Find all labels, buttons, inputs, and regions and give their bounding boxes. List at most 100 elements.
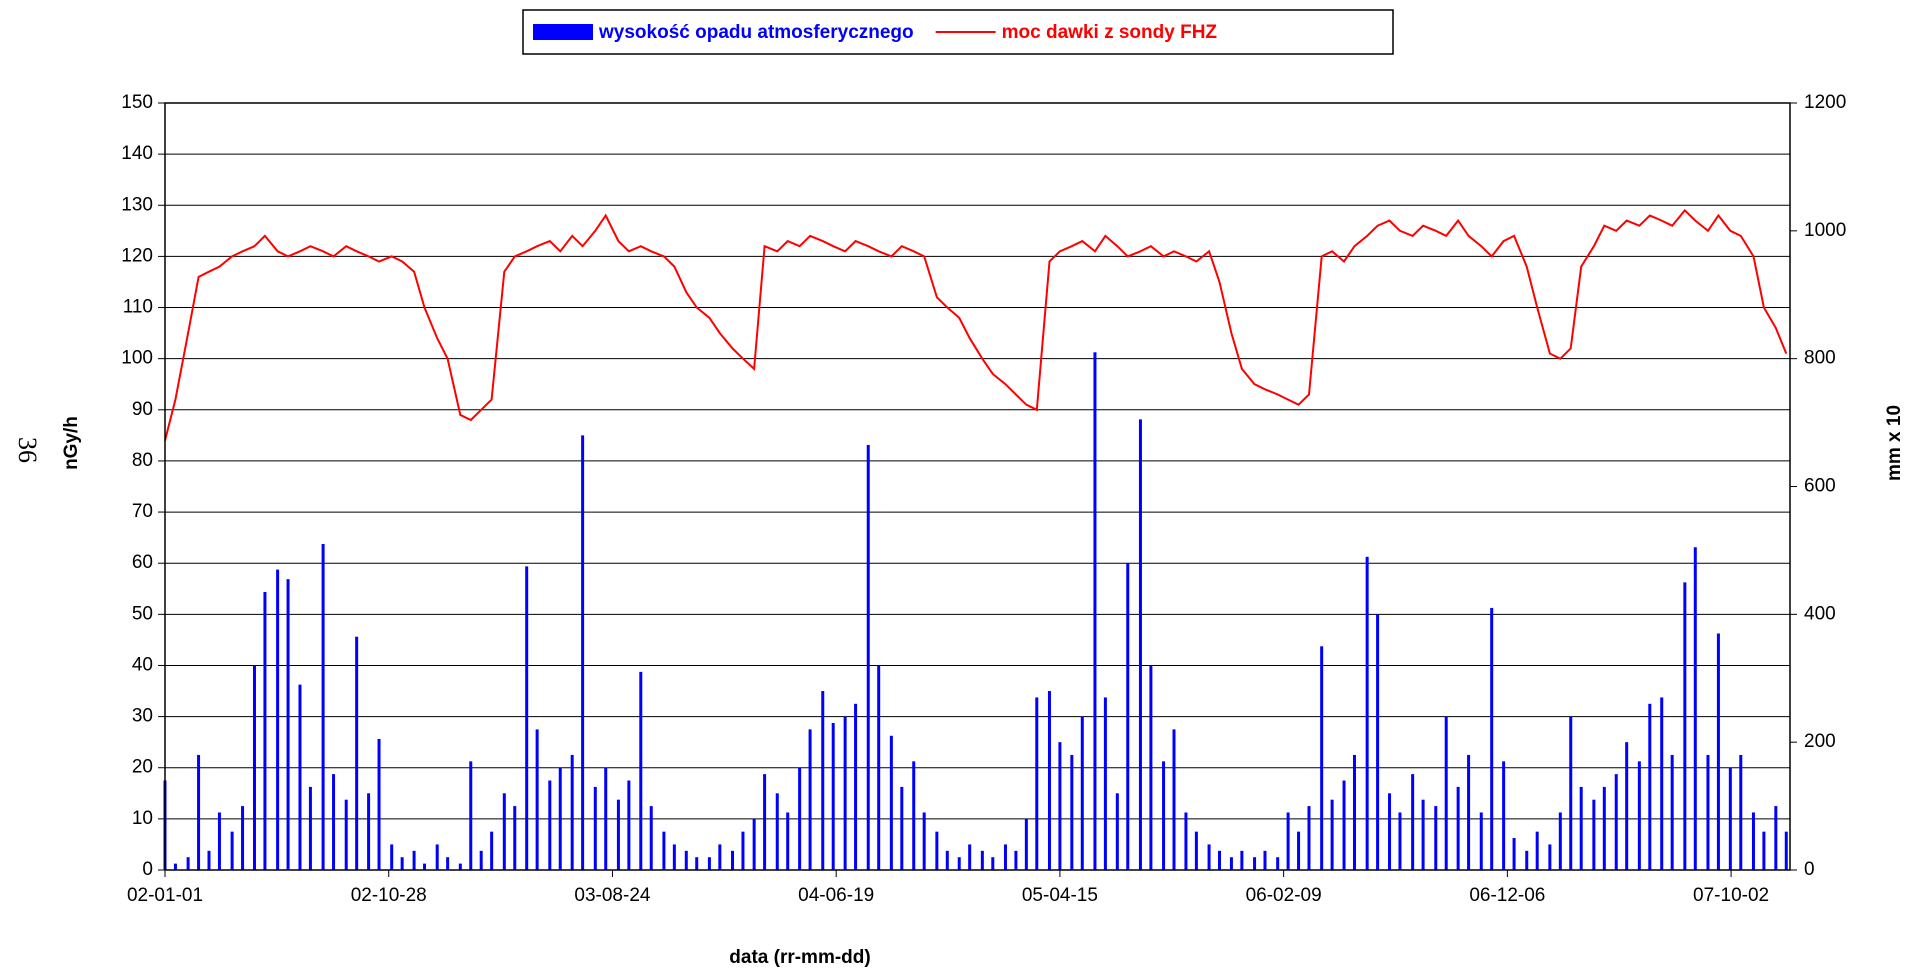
y2-tick-label: 400: [1804, 603, 1836, 624]
bar: [207, 850, 211, 870]
bar: [1138, 419, 1142, 870]
bar: [616, 799, 620, 870]
bar: [1683, 582, 1687, 870]
bar: [1103, 697, 1107, 870]
bar: [1297, 831, 1301, 870]
bar: [570, 754, 574, 870]
bar: [1149, 665, 1153, 870]
bar: [581, 435, 585, 870]
bar: [1240, 850, 1244, 870]
y2-tick-label: 200: [1804, 731, 1836, 752]
bar: [991, 857, 995, 870]
page-number: 36: [13, 437, 42, 463]
bar: [980, 850, 984, 870]
y2-tick-label: 0: [1804, 859, 1815, 880]
bar: [775, 793, 779, 870]
y2-tick-label: 800: [1804, 348, 1836, 369]
y-tick-label: 150: [121, 92, 153, 113]
bar: [377, 738, 381, 870]
bar: [1490, 607, 1494, 870]
bar: [763, 774, 767, 870]
x-tick-label: 07-10-02: [1693, 885, 1769, 906]
bar: [1263, 850, 1267, 870]
bar: [889, 735, 893, 870]
bar: [1162, 761, 1166, 870]
bar: [1342, 780, 1346, 870]
bar: [731, 850, 735, 870]
legend-label: moc dawki z sondy FHZ: [1002, 22, 1218, 43]
bar: [1229, 857, 1233, 870]
y2-tick-label: 1000: [1804, 220, 1846, 241]
bar: [821, 691, 825, 870]
bar: [469, 761, 473, 870]
bar: [604, 767, 608, 870]
bar: [1751, 812, 1755, 870]
bar: [355, 636, 359, 870]
y-tick-label: 90: [132, 399, 153, 420]
bar: [308, 786, 312, 870]
bar: [1115, 793, 1119, 870]
bar: [1172, 729, 1176, 870]
bar: [1467, 754, 1471, 870]
y-tick-label: 60: [132, 552, 153, 573]
bar: [1080, 716, 1084, 870]
bar: [1070, 754, 1074, 870]
bar: [900, 786, 904, 870]
bar: [1365, 556, 1369, 870]
bar: [390, 844, 394, 870]
y2-tick-label: 1200: [1804, 92, 1846, 113]
bar: [1548, 844, 1552, 870]
bar: [1388, 793, 1392, 870]
bar: [435, 844, 439, 870]
bar: [1670, 754, 1674, 870]
bar: [1253, 857, 1257, 870]
bar: [1376, 614, 1380, 870]
bar: [252, 665, 256, 870]
bar: [1035, 697, 1039, 870]
bar: [1479, 812, 1483, 870]
bar: [1330, 799, 1334, 870]
bar: [662, 831, 666, 870]
y-tick-label: 100: [121, 348, 153, 369]
bar: [752, 818, 756, 870]
bar: [1207, 844, 1211, 870]
bar: [1569, 716, 1573, 870]
bar: [1774, 806, 1778, 870]
bar: [1706, 754, 1710, 870]
bar: [513, 806, 517, 870]
bar: [186, 857, 190, 870]
x-tick-label: 06-12-06: [1469, 885, 1545, 906]
bar: [1014, 850, 1018, 870]
bar: [1660, 697, 1664, 870]
bar: [627, 780, 631, 870]
x-tick-label: 02-01-01: [127, 885, 203, 906]
x-tick-label: 05-04-15: [1022, 885, 1098, 906]
bar: [684, 850, 688, 870]
bar: [877, 665, 881, 870]
bar: [695, 857, 699, 870]
bar: [1602, 786, 1606, 870]
y-tick-label: 0: [142, 859, 153, 880]
y2-tick-label: 600: [1804, 476, 1836, 497]
bar: [593, 786, 597, 870]
bar: [707, 857, 711, 870]
y-tick-label: 130: [121, 194, 153, 215]
y-tick-label: 40: [132, 654, 153, 675]
y-tick-label: 30: [132, 706, 153, 727]
bar: [1024, 818, 1028, 870]
bar: [298, 684, 302, 870]
bar: [1614, 774, 1618, 870]
y-tick-label: 140: [121, 143, 153, 164]
bar: [263, 591, 267, 870]
bar: [831, 722, 835, 870]
bar: [502, 793, 506, 870]
bar: [344, 799, 348, 870]
y-tick-label: 50: [132, 603, 153, 624]
bar: [490, 831, 494, 870]
bar: [1058, 742, 1062, 870]
bar: [718, 844, 722, 870]
bar: [479, 850, 483, 870]
bar: [535, 729, 539, 870]
y-axis-label: nGy/h: [61, 416, 82, 470]
